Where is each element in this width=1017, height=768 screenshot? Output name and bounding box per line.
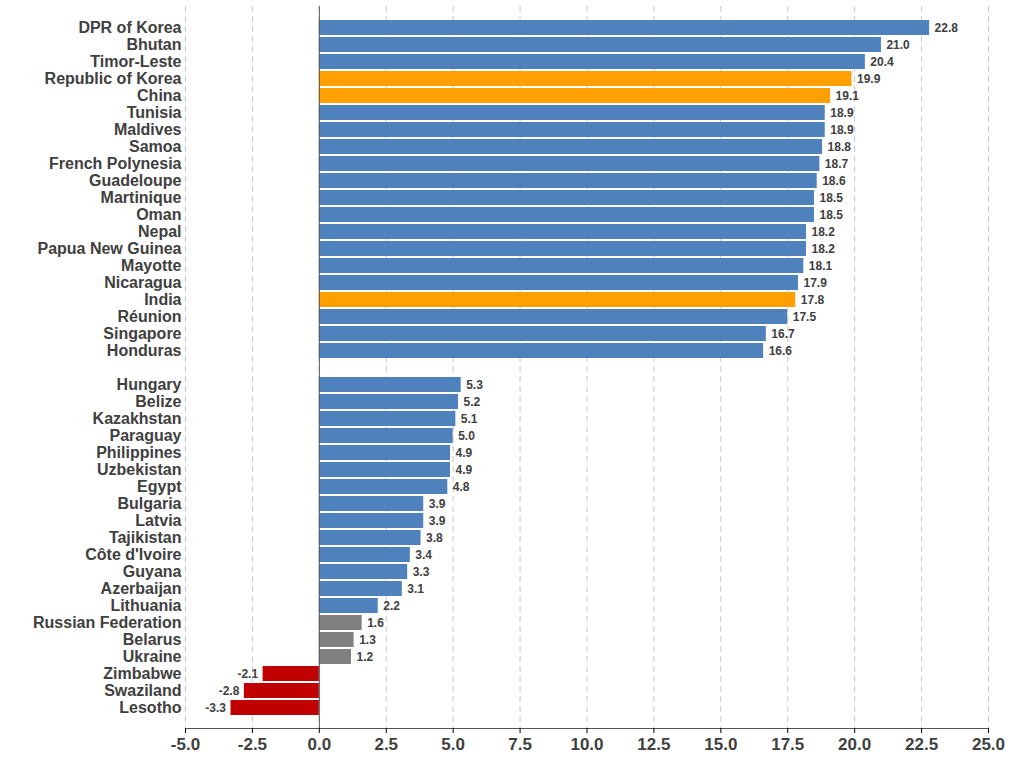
svg-text:Tunisia: Tunisia: [127, 104, 182, 121]
svg-text:Belarus: Belarus: [123, 631, 182, 648]
svg-text:3.9: 3.9: [429, 514, 446, 528]
svg-text:Mayotte: Mayotte: [121, 257, 182, 274]
svg-text:3.4: 3.4: [415, 548, 432, 562]
svg-text:3.8: 3.8: [426, 531, 443, 545]
svg-text:Bulgaria: Bulgaria: [117, 495, 181, 512]
svg-text:Maldives: Maldives: [114, 121, 182, 138]
svg-text:Republic of Korea: Republic of Korea: [45, 70, 182, 87]
svg-text:3.1: 3.1: [407, 582, 424, 596]
svg-text:0.0: 0.0: [308, 735, 332, 754]
svg-text:12.5: 12.5: [637, 735, 670, 754]
svg-text:17.5: 17.5: [793, 310, 817, 324]
svg-text:5.3: 5.3: [466, 378, 483, 392]
svg-text:1.2: 1.2: [356, 650, 373, 664]
svg-text:Tajikistan: Tajikistan: [109, 529, 182, 546]
svg-text:-2.5: -2.5: [238, 735, 267, 754]
svg-text:18.2: 18.2: [811, 242, 835, 256]
svg-text:18.5: 18.5: [820, 191, 844, 205]
svg-text:16.6: 16.6: [769, 344, 793, 358]
svg-text:17.5: 17.5: [771, 735, 804, 754]
svg-text:17.9: 17.9: [803, 276, 827, 290]
svg-text:-3.3: -3.3: [205, 701, 226, 715]
svg-text:Ukraine: Ukraine: [123, 648, 182, 665]
svg-text:Lesotho: Lesotho: [119, 699, 181, 716]
svg-text:19.9: 19.9: [857, 72, 881, 86]
svg-text:Nepal: Nepal: [138, 223, 182, 240]
svg-text:20.0: 20.0: [838, 735, 871, 754]
svg-text:18.5: 18.5: [820, 208, 844, 222]
svg-text:Paraguay: Paraguay: [109, 427, 181, 444]
svg-text:Hungary: Hungary: [117, 376, 182, 393]
svg-text:15.0: 15.0: [704, 735, 737, 754]
svg-text:2.2: 2.2: [383, 599, 400, 613]
svg-text:18.1: 18.1: [809, 259, 833, 273]
svg-text:Swaziland: Swaziland: [104, 682, 181, 699]
svg-text:3.3: 3.3: [413, 565, 430, 579]
svg-text:18.2: 18.2: [811, 225, 835, 239]
svg-text:Guyana: Guyana: [123, 563, 182, 580]
svg-text:19.1: 19.1: [836, 89, 860, 103]
svg-text:Honduras: Honduras: [107, 342, 182, 359]
svg-text:17.8: 17.8: [801, 293, 825, 307]
svg-text:Uzbekistan: Uzbekistan: [97, 461, 181, 478]
svg-text:French Polynesia: French Polynesia: [49, 155, 182, 172]
svg-text:Egypt: Egypt: [137, 478, 182, 495]
svg-text:21.0: 21.0: [886, 38, 910, 52]
svg-text:1.6: 1.6: [367, 616, 384, 630]
svg-text:-2.1: -2.1: [237, 667, 258, 681]
svg-text:5.2: 5.2: [464, 395, 481, 409]
svg-text:Oman: Oman: [136, 206, 181, 223]
svg-text:5.0: 5.0: [441, 735, 465, 754]
svg-text:1.3: 1.3: [359, 633, 376, 647]
svg-text:4.9: 4.9: [455, 446, 472, 460]
svg-text:4.9: 4.9: [455, 463, 472, 477]
svg-text:7.5: 7.5: [508, 735, 532, 754]
svg-text:Kazakhstan: Kazakhstan: [93, 410, 182, 427]
svg-text:Papua New Guinea: Papua New Guinea: [37, 240, 181, 257]
svg-text:China: China: [137, 87, 182, 104]
svg-text:Martinique: Martinique: [101, 189, 182, 206]
svg-text:5.1: 5.1: [461, 412, 478, 426]
svg-text:Latvia: Latvia: [135, 512, 181, 529]
svg-text:Belize: Belize: [135, 393, 181, 410]
svg-text:Nicaragua: Nicaragua: [104, 274, 181, 291]
svg-text:Réunion: Réunion: [118, 308, 182, 325]
svg-text:3.9: 3.9: [429, 497, 446, 511]
svg-text:DPR of Korea: DPR of Korea: [78, 19, 181, 36]
svg-text:Bhutan: Bhutan: [126, 36, 181, 53]
svg-text:Lithuania: Lithuania: [110, 597, 181, 614]
svg-text:20.4: 20.4: [870, 55, 894, 69]
svg-text:18.7: 18.7: [825, 157, 849, 171]
svg-text:18.6: 18.6: [822, 174, 846, 188]
svg-text:Zimbabwe: Zimbabwe: [103, 665, 181, 682]
svg-text:22.8: 22.8: [935, 21, 959, 35]
svg-text:Philippines: Philippines: [96, 444, 181, 461]
svg-text:2.5: 2.5: [374, 735, 398, 754]
svg-text:18.9: 18.9: [830, 123, 854, 137]
svg-text:Timor-Leste: Timor-Leste: [90, 53, 181, 70]
svg-text:16.7: 16.7: [771, 327, 795, 341]
svg-text:10.0: 10.0: [570, 735, 603, 754]
svg-text:Singapore: Singapore: [103, 325, 181, 342]
svg-text:4.8: 4.8: [453, 480, 470, 494]
svg-text:Azerbaijan: Azerbaijan: [101, 580, 182, 597]
svg-text:22.5: 22.5: [905, 735, 938, 754]
svg-text:Côte d'Ivoire: Côte d'Ivoire: [85, 546, 181, 563]
svg-text:5.0: 5.0: [458, 429, 475, 443]
svg-text:India: India: [144, 291, 181, 308]
svg-text:Russian Federation: Russian Federation: [33, 614, 181, 631]
svg-text:-5.0: -5.0: [171, 735, 200, 754]
svg-text:Samoa: Samoa: [129, 138, 182, 155]
svg-text:18.9: 18.9: [830, 106, 854, 120]
svg-text:-2.8: -2.8: [219, 684, 240, 698]
svg-text:Guadeloupe: Guadeloupe: [89, 172, 182, 189]
svg-text:25.0: 25.0: [972, 735, 1005, 754]
svg-text:18.8: 18.8: [828, 140, 852, 154]
